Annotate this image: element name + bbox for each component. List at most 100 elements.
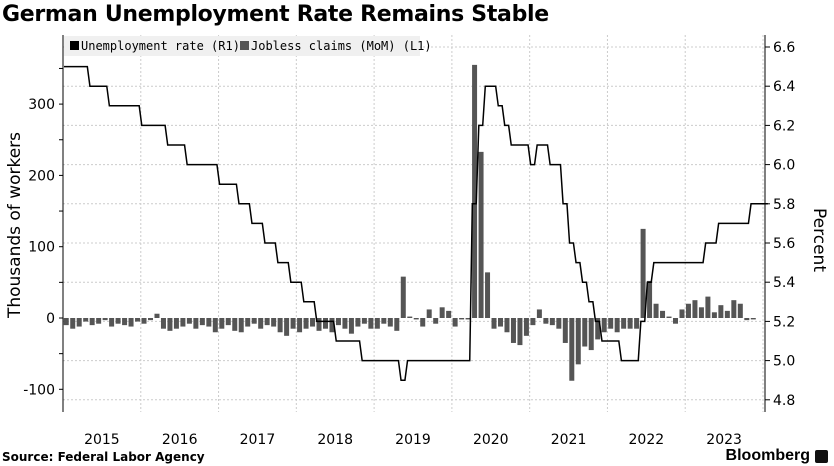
claims-bar xyxy=(63,318,69,326)
claims-bar xyxy=(141,318,147,324)
claims-bar xyxy=(251,318,257,324)
claims-bar xyxy=(407,316,413,318)
claims-bar xyxy=(374,318,380,329)
claims-bar xyxy=(705,296,711,318)
legend-label-claims: Jobless claims (MoM) (L1) xyxy=(251,39,432,53)
claims-bar xyxy=(569,318,575,381)
right-tick-label: 5.0 xyxy=(773,354,795,370)
claims-bar xyxy=(718,305,724,318)
claims-bar xyxy=(640,228,646,318)
left-axis-title: Thousands of workers xyxy=(5,132,25,319)
unemployment-rate-line xyxy=(64,65,768,381)
claims-bar xyxy=(89,318,95,326)
claims-bar xyxy=(128,318,134,327)
claims-bar xyxy=(186,318,192,324)
claims-bar xyxy=(323,318,328,329)
right-tick-label: 6.4 xyxy=(773,79,795,95)
claims-bar xyxy=(303,318,309,329)
claims-bar xyxy=(277,318,283,333)
x-tick-label: 2019 xyxy=(395,432,431,448)
claims-bar xyxy=(115,318,121,324)
claims-bar xyxy=(232,318,238,331)
claims-bar xyxy=(543,318,549,324)
claims-bar xyxy=(381,318,387,324)
claims-bar xyxy=(588,318,594,351)
right-tick-label: 5.8 xyxy=(773,197,795,213)
claims-bar xyxy=(601,318,607,333)
claims-bar xyxy=(148,318,153,321)
claims-bar xyxy=(342,318,348,329)
claims-bar xyxy=(575,318,581,365)
legend-swatch-rate xyxy=(70,41,79,50)
claims-bar xyxy=(316,318,322,331)
claims-bar xyxy=(154,313,160,318)
left-tick-label: 300 xyxy=(28,97,55,113)
claims-bar xyxy=(335,318,341,326)
right-tick-label: 6.2 xyxy=(773,118,795,134)
claims-bar xyxy=(258,318,264,329)
claims-bar xyxy=(556,318,562,329)
chart-title: German Unemployment Rate Remains Stable xyxy=(2,2,549,27)
claims-bar xyxy=(433,318,439,324)
claims-bar xyxy=(750,318,756,320)
x-tick-label: 2016 xyxy=(162,432,198,448)
claims-bar xyxy=(199,318,205,326)
claims-bar xyxy=(523,318,529,336)
claims-bar xyxy=(465,318,471,320)
brand-logo: Bloomberg xyxy=(725,447,810,464)
claims-bar xyxy=(634,318,640,329)
claims-bar xyxy=(452,318,458,327)
claims-bar xyxy=(284,318,290,336)
claims-bar xyxy=(290,318,296,329)
claims-bar xyxy=(109,318,115,327)
claims-bar xyxy=(264,318,270,326)
claims-bar xyxy=(595,318,601,340)
right-tick-label: 5.2 xyxy=(773,314,795,330)
legend-label-rate: Unemployment rate (R1) xyxy=(81,39,240,53)
claims-bar xyxy=(498,318,503,327)
claims-bar xyxy=(737,303,743,318)
claims-bar xyxy=(297,318,303,333)
claims-bar xyxy=(83,318,89,322)
claims-bar xyxy=(329,318,335,333)
claims-bar xyxy=(426,309,432,318)
right-tick-label: 5.4 xyxy=(773,275,795,291)
claims-bar xyxy=(413,318,419,320)
right-axis-title: Percent xyxy=(809,208,829,272)
claims-bar xyxy=(627,318,633,329)
claims-bar xyxy=(394,318,400,331)
claims-bar xyxy=(206,318,212,327)
claims-bar xyxy=(647,280,653,318)
right-tick-label: 5.6 xyxy=(773,236,795,252)
claims-bar xyxy=(530,318,536,326)
claims-bar xyxy=(245,318,251,327)
claims-bar xyxy=(271,318,277,327)
claims-bar xyxy=(173,318,179,329)
right-tick-label: 4.8 xyxy=(773,393,795,409)
claims-bar xyxy=(76,318,82,327)
claims-bar xyxy=(348,318,354,334)
claims-bar xyxy=(653,303,659,318)
right-tick-label: 6.6 xyxy=(773,40,795,56)
claims-bar xyxy=(685,303,691,318)
claims-bar xyxy=(510,318,516,343)
left-tick-label: -100 xyxy=(23,382,55,398)
claims-bar xyxy=(212,318,218,333)
claims-bar xyxy=(472,64,478,318)
claims-bar xyxy=(368,318,374,329)
claims-bar xyxy=(614,318,620,333)
x-tick-label: 2023 xyxy=(706,432,742,448)
claims-bar xyxy=(238,318,244,333)
claims-bar xyxy=(485,272,491,318)
claims-bar xyxy=(387,318,393,327)
claims-bar xyxy=(459,318,465,320)
claims-bar xyxy=(135,318,141,322)
claims-bar xyxy=(679,309,685,318)
x-tick-label: 2015 xyxy=(84,432,120,448)
claims-bar xyxy=(193,318,199,329)
claims-bar xyxy=(478,151,484,318)
claims-bar xyxy=(310,318,316,327)
claims-bar xyxy=(731,300,737,318)
